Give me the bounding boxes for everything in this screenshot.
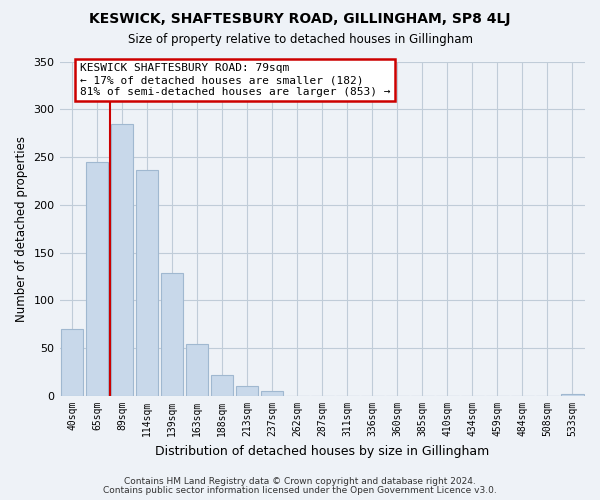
Bar: [211, 375, 233, 396]
Bar: [111, 124, 133, 396]
Bar: [136, 170, 158, 396]
Bar: [261, 392, 283, 396]
Bar: [61, 329, 83, 396]
Bar: [186, 344, 208, 396]
Y-axis label: Number of detached properties: Number of detached properties: [15, 136, 28, 322]
Text: KESWICK SHAFTESBURY ROAD: 79sqm
← 17% of detached houses are smaller (182)
81% o: KESWICK SHAFTESBURY ROAD: 79sqm ← 17% of…: [80, 64, 390, 96]
Text: Contains HM Land Registry data © Crown copyright and database right 2024.: Contains HM Land Registry data © Crown c…: [124, 477, 476, 486]
Bar: [161, 272, 184, 396]
Text: Contains public sector information licensed under the Open Government Licence v3: Contains public sector information licen…: [103, 486, 497, 495]
Text: KESWICK, SHAFTESBURY ROAD, GILLINGHAM, SP8 4LJ: KESWICK, SHAFTESBURY ROAD, GILLINGHAM, S…: [89, 12, 511, 26]
Bar: [236, 386, 259, 396]
Bar: [561, 394, 584, 396]
Bar: [86, 162, 109, 396]
X-axis label: Distribution of detached houses by size in Gillingham: Distribution of detached houses by size …: [155, 444, 490, 458]
Text: Size of property relative to detached houses in Gillingham: Size of property relative to detached ho…: [128, 32, 473, 46]
